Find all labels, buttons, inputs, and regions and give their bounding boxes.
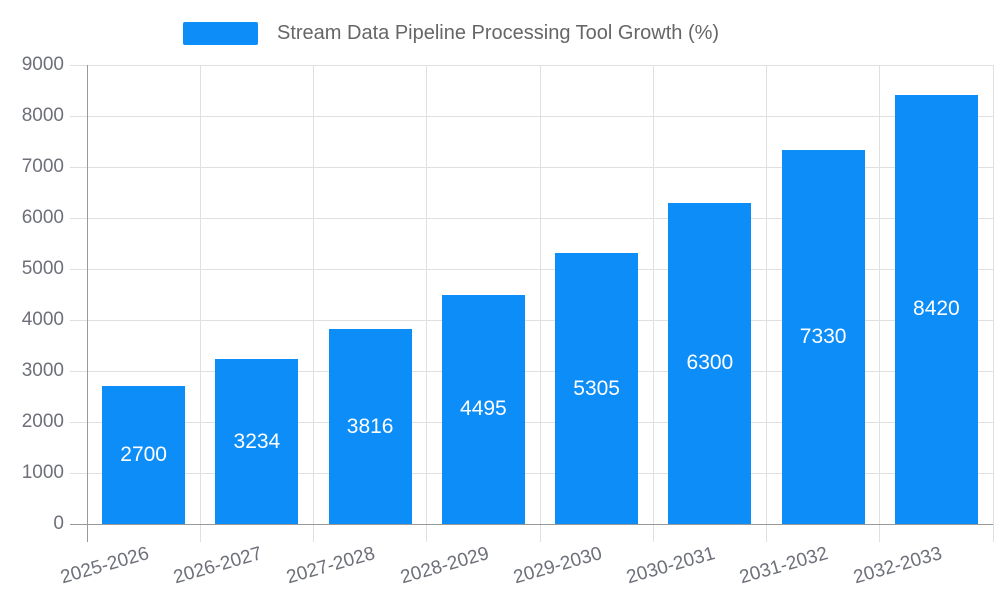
bar[interactable]: 8420 — [894, 94, 978, 524]
y-gridline — [70, 421, 993, 423]
x-tick-label: 2032-2033 — [850, 543, 944, 589]
bar[interactable]: 6300 — [668, 202, 752, 524]
bar-value-label: 2700 — [120, 443, 167, 467]
bar-value-label: 7330 — [799, 325, 847, 349]
legend[interactable]: Stream Data Pipeline Processing Tool Gro… — [183, 22, 719, 45]
legend-swatch-icon — [183, 22, 258, 45]
x-gridline — [199, 65, 201, 542]
bar-value-label: 3816 — [346, 414, 394, 438]
x-tick-label: 2025-2026 — [57, 543, 152, 589]
y-tick-label: 9000 — [21, 54, 64, 75]
y-gridline — [70, 472, 993, 474]
y-gridline — [70, 268, 993, 270]
x-tick-label: 2028-2029 — [397, 543, 491, 589]
bar[interactable]: 5305 — [555, 253, 639, 524]
y-axis-line — [86, 65, 88, 542]
y-gridline — [70, 370, 993, 372]
x-gridline — [652, 65, 654, 542]
bar[interactable]: 3234 — [215, 359, 299, 524]
y-gridline — [70, 64, 993, 66]
bar-value-label: 3234 — [233, 429, 281, 453]
x-gridline — [879, 65, 881, 542]
x-tick-label: 2031-2032 — [737, 543, 831, 589]
x-axis-line — [70, 523, 993, 525]
x-gridline — [992, 65, 994, 542]
bar[interactable]: 2700 — [102, 386, 186, 524]
bar-value-label: 4495 — [460, 397, 507, 421]
bar[interactable]: 7330 — [781, 150, 865, 524]
y-tick-label: 2000 — [21, 411, 64, 432]
bar-value-label: 8420 — [913, 297, 960, 321]
y-tick-label: 0 — [53, 513, 64, 534]
y-tick-label: 4000 — [21, 309, 64, 330]
x-tick-label: 2030-2031 — [624, 543, 718, 589]
bar[interactable]: 4495 — [441, 294, 525, 524]
x-gridline — [313, 65, 314, 542]
y-gridline — [70, 319, 993, 321]
x-gridline — [539, 65, 541, 542]
y-gridline — [70, 166, 993, 168]
x-gridline — [766, 65, 767, 542]
x-tick-label: 2029-2030 — [510, 543, 605, 589]
bar-value-label: 5305 — [573, 376, 620, 400]
y-tick-label: 1000 — [21, 462, 64, 483]
y-gridline — [70, 115, 993, 117]
legend-label: Stream Data Pipeline Processing Tool Gro… — [277, 22, 720, 44]
y-gridline — [70, 217, 993, 219]
x-gridline — [426, 65, 428, 542]
x-tick-label: 2026-2027 — [171, 543, 265, 589]
y-tick-label: 8000 — [21, 105, 64, 126]
bar[interactable]: 3816 — [328, 329, 412, 524]
y-tick-label: 7000 — [21, 156, 64, 177]
y-tick-label: 5000 — [21, 258, 64, 279]
y-tick-label: 3000 — [21, 360, 64, 381]
bar-value-label: 6300 — [686, 351, 734, 375]
x-tick-label: 2027-2028 — [284, 543, 378, 589]
y-tick-label: 6000 — [21, 207, 64, 228]
